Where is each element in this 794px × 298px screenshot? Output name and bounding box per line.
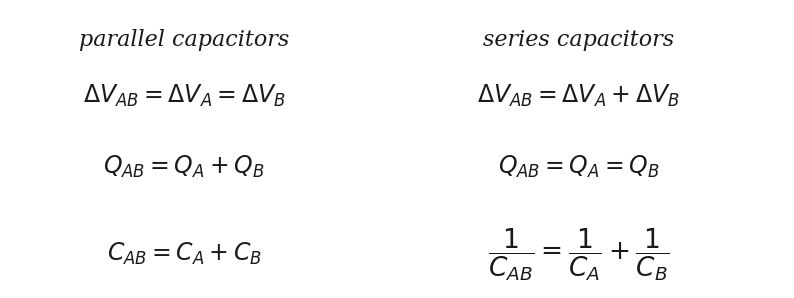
Text: parallel capacitors: parallel capacitors [79, 29, 289, 51]
Text: $\Delta V_{AB} = \Delta V_{A} = \Delta V_{B}$: $\Delta V_{AB} = \Delta V_{A} = \Delta V… [83, 83, 286, 109]
Text: $Q_{AB} = Q_{A} = Q_{B}$: $Q_{AB} = Q_{A} = Q_{B}$ [498, 153, 659, 180]
Text: $C_{AB} = C_{A} + C_{B}$: $C_{AB} = C_{A} + C_{B}$ [106, 241, 262, 267]
Text: $Q_{AB} = Q_{A} + Q_{B}$: $Q_{AB} = Q_{A} + Q_{B}$ [103, 153, 265, 180]
Text: $\dfrac{1}{C_{AB}} = \dfrac{1}{C_{A}} + \dfrac{1}{C_{B}}$: $\dfrac{1}{C_{AB}} = \dfrac{1}{C_{A}} + … [488, 226, 669, 283]
Text: $\Delta V_{AB} = \Delta V_{A} + \Delta V_{B}$: $\Delta V_{AB} = \Delta V_{A} + \Delta V… [477, 83, 680, 109]
Text: series capacitors: series capacitors [483, 29, 674, 51]
